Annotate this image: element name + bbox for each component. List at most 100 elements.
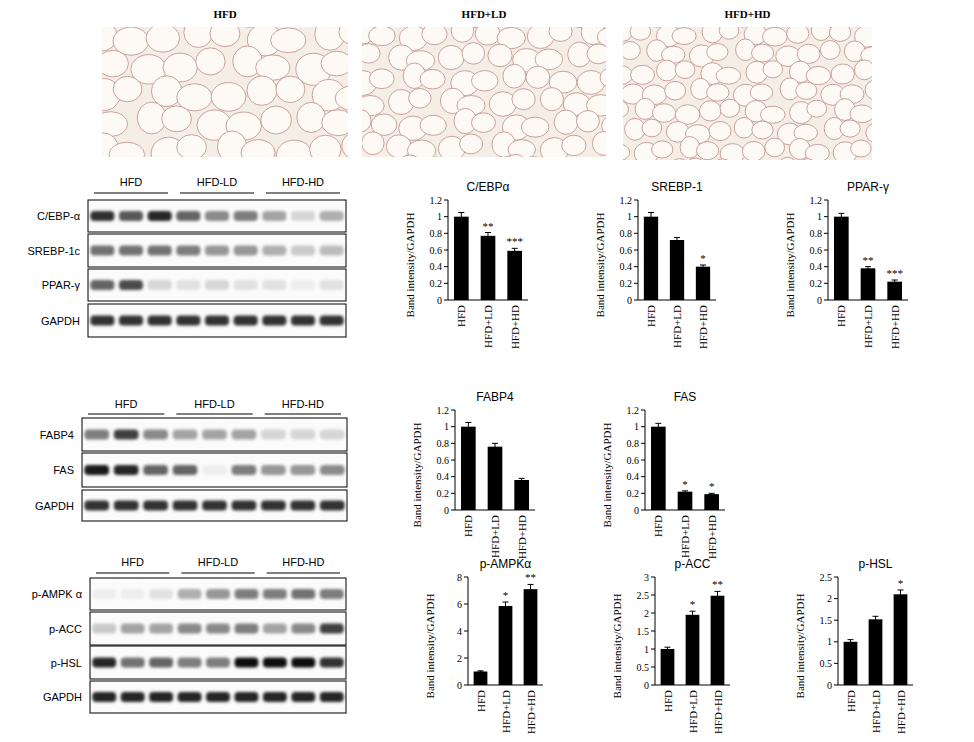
blot-band <box>178 624 202 634</box>
adipocyte <box>778 157 798 160</box>
blot-band <box>84 430 109 440</box>
significance-label: * <box>700 252 706 264</box>
y-tick <box>451 510 455 511</box>
blot-band <box>320 501 345 511</box>
adipocyte <box>276 140 312 157</box>
y-tick-label: 0.6 <box>437 455 450 466</box>
y-tick-label: 2 <box>457 653 462 664</box>
adipocyte <box>750 84 772 101</box>
y-tick <box>834 685 838 686</box>
error-cap <box>465 422 471 423</box>
adipocyte <box>261 106 292 134</box>
adipocyte <box>241 140 275 157</box>
y-tick-label: 1.5 <box>637 626 650 637</box>
significance-label: ** <box>863 254 874 266</box>
y-tick <box>444 200 448 201</box>
bar <box>696 267 710 300</box>
bar <box>488 447 503 510</box>
blot-band <box>261 430 286 440</box>
y-tick <box>834 577 838 578</box>
y-tick-label: 2 <box>827 593 832 604</box>
error-cap <box>655 423 661 424</box>
adipocyte <box>765 138 785 157</box>
blot-group-line <box>267 573 340 574</box>
adipocyte <box>719 27 739 39</box>
y-tick-label: 4 <box>457 626 462 637</box>
blot-band <box>121 692 145 702</box>
y-tick <box>641 510 645 511</box>
blot-row-label: p-ACC <box>49 623 82 635</box>
error-bar <box>665 647 671 651</box>
y-tick-label: 1 <box>444 421 449 432</box>
error-line <box>514 248 515 253</box>
blot-band <box>206 624 230 634</box>
bar-chart: C/EBPαBand intensity/GAPDH00.20.40.60.81… <box>404 180 528 349</box>
x-tick-label: HFD <box>475 690 487 712</box>
y-tick-label: 0 <box>644 680 649 691</box>
y-tick <box>634 300 638 301</box>
blot-band <box>205 211 229 221</box>
error-cap <box>848 643 854 644</box>
error-cap <box>682 490 688 491</box>
histology-title: HFD+HD <box>725 8 771 20</box>
error-bar <box>648 213 654 221</box>
error-cap <box>682 492 688 493</box>
adipocyte <box>109 142 145 157</box>
adipocyte <box>707 44 728 61</box>
y-tick-label: 0.5 <box>637 662 650 673</box>
x-tick-label: HFD <box>645 305 657 327</box>
blot-band <box>234 211 258 221</box>
bar <box>524 589 538 685</box>
error-cap <box>485 239 491 240</box>
blot-band <box>92 658 116 668</box>
adipocyte <box>829 27 850 41</box>
adipocyte <box>807 100 827 117</box>
y-tick-label: 1 <box>634 421 639 432</box>
blot-band <box>176 280 200 290</box>
y-tick <box>824 216 828 217</box>
y-tick <box>824 233 828 234</box>
bar-chart: p-HSLBand intensity/GAPDH00.511.522.5HFD… <box>794 557 913 734</box>
x-tick-label: HFD <box>835 305 847 327</box>
blot-band <box>148 280 172 290</box>
y-tick <box>834 620 838 621</box>
blot-band <box>202 430 227 440</box>
blot-strip <box>88 200 346 232</box>
blot-band <box>263 624 287 634</box>
adipocyte <box>712 159 734 160</box>
error-cap <box>492 450 498 451</box>
y-tick <box>634 200 638 201</box>
blot-band <box>173 430 198 440</box>
blot-strip <box>88 304 346 337</box>
significance-label: ** <box>483 220 494 232</box>
error-line <box>692 611 693 618</box>
bar-chart: p-ACCBand intensity/GAPDH00.511.522.53HF… <box>611 557 730 734</box>
bar <box>894 594 908 685</box>
adipocyte <box>686 158 706 160</box>
error-bar <box>682 491 688 493</box>
y-tick <box>824 250 828 251</box>
blot-band <box>119 280 143 290</box>
error-cap <box>512 253 518 254</box>
y-tick <box>451 493 455 494</box>
y-tick-label: 1 <box>827 636 832 647</box>
tissue-background <box>623 27 872 160</box>
bar <box>481 236 496 300</box>
bar <box>454 217 469 300</box>
y-tick <box>641 443 645 444</box>
blot-band <box>291 211 315 221</box>
blot-band <box>114 430 139 440</box>
error-cap <box>665 650 671 651</box>
blot-group-label: HFD <box>121 556 144 568</box>
blot-band <box>149 692 173 702</box>
y-tick <box>464 577 468 578</box>
blot-row-label: C/EBP-α <box>37 210 81 222</box>
blot-band <box>92 589 116 599</box>
adipocyte <box>742 141 765 160</box>
blot-band <box>234 589 258 599</box>
error-bar <box>674 238 680 243</box>
y-tick <box>451 460 455 461</box>
blot-group-label: HFD-HD <box>282 176 324 188</box>
blot-band <box>261 501 286 511</box>
y-tick-label: 1.2 <box>627 405 640 416</box>
